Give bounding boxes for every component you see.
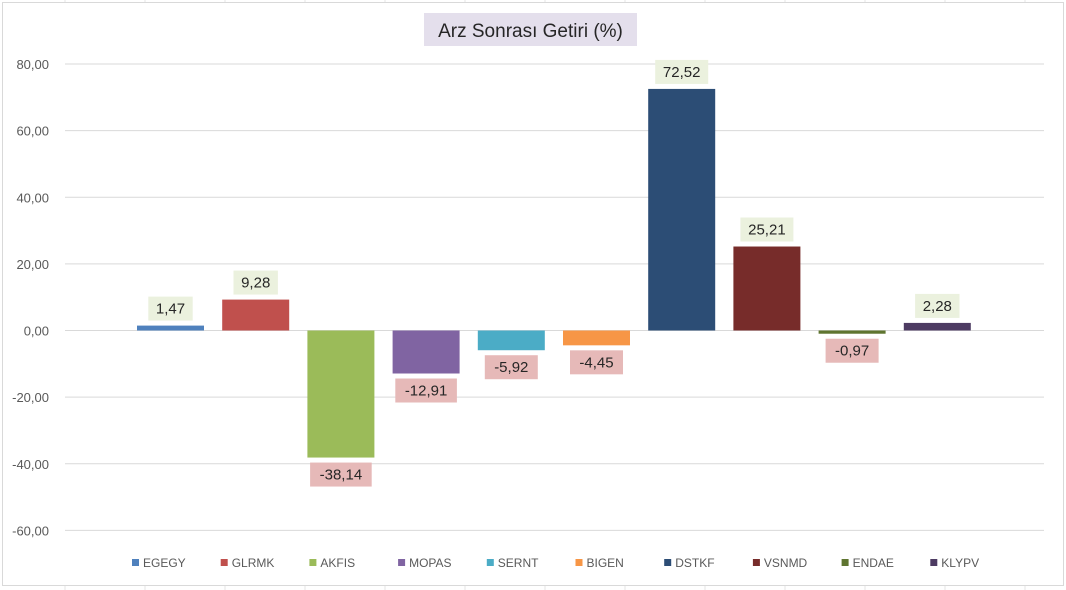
legend-label: BIGEN — [587, 556, 624, 570]
data-label-text: -5,92 — [494, 359, 528, 376]
bar-dstkf[interactable] — [648, 88, 716, 331]
data-label-klypv: 2,28 — [915, 293, 960, 318]
data-label-dstkf: 72,52 — [655, 59, 709, 84]
bar-endae[interactable] — [818, 330, 886, 334]
data-label-text: 9,28 — [241, 275, 270, 292]
data-label-background — [233, 270, 278, 295]
y-tick-label: 80,00 — [16, 57, 49, 72]
data-label-text: -38,14 — [320, 467, 363, 484]
legend-swatch — [486, 559, 494, 566]
data-label-background — [570, 350, 623, 375]
gridlines — [65, 63, 1044, 531]
bar-sernt[interactable] — [477, 330, 545, 351]
data-label-text: 72,52 — [663, 64, 701, 81]
legend-swatch — [841, 559, 849, 566]
legend-label: GLRMK — [232, 556, 275, 570]
legend-swatch — [309, 559, 317, 566]
data-labels: 1,47 9,28 -38,14 -12,91 -5,92 -4,45 72,52 25,21… — [148, 59, 960, 487]
bar-egegy[interactable] — [137, 325, 204, 331]
legend-swatch — [752, 559, 760, 566]
data-label-text: -12,91 — [405, 383, 448, 400]
bar-glrmk[interactable] — [222, 299, 290, 331]
y-tick-label: 20,00 — [16, 257, 49, 272]
data-label-mopas: -12,91 — [395, 378, 457, 403]
legend-item-vsnmd: VSNMD — [752, 556, 808, 570]
data-label-text: 2,28 — [923, 298, 952, 315]
chart-title-background — [424, 13, 637, 46]
legend-item-glrmk: GLRMK — [220, 556, 275, 570]
legend-label: VSNMD — [764, 556, 808, 570]
legend-item-mopas: MOPAS — [398, 556, 452, 570]
y-tick-label: 0,00 — [24, 324, 49, 339]
data-label-background — [740, 217, 794, 242]
legend-swatch — [664, 559, 672, 566]
bar-bigen[interactable] — [563, 330, 630, 346]
legend-label: DSTKF — [675, 556, 714, 570]
y-tick-label: -20,00 — [12, 390, 49, 405]
data-label-background — [484, 355, 538, 380]
legend-label: AKFIS — [320, 556, 355, 570]
legend-swatch — [575, 559, 583, 566]
chart-title: Arz Sonrası Getiri (%) — [438, 21, 623, 42]
bar-mopas[interactable] — [392, 330, 460, 374]
legend-swatch — [398, 559, 406, 566]
y-tick-label: 40,00 — [16, 190, 49, 205]
legend-label: MOPAS — [409, 556, 451, 570]
legend-swatch — [132, 559, 139, 566]
data-label-bigen: -4,45 — [570, 350, 623, 375]
data-label-egegy: 1,47 — [148, 296, 193, 321]
data-label-background — [310, 462, 372, 487]
bar-klypv[interactable] — [903, 322, 971, 331]
data-label-background — [825, 338, 879, 363]
data-label-text: 25,21 — [748, 222, 786, 239]
data-label-text: -4,45 — [579, 354, 613, 371]
data-label-text: 1,47 — [156, 301, 185, 318]
legend-label: ENDAE — [853, 556, 894, 570]
data-label-akfis: -38,14 — [310, 462, 372, 487]
y-axis: 80,00 60,00 40,00 20,00 0,00 -20,00 -40,00 -60,… — [12, 57, 49, 538]
data-label-background — [915, 293, 960, 318]
legend-swatch — [220, 559, 228, 566]
legend-label: SERNT — [498, 556, 539, 570]
legend-label: EGEGY — [143, 556, 186, 570]
data-label-background — [395, 378, 457, 403]
legend-label: KLYPV — [941, 556, 979, 570]
legend-item-endae: ENDAE — [841, 556, 894, 570]
bar-vsnmd[interactable] — [733, 246, 801, 331]
legend-item-bigen: BIGEN — [575, 556, 624, 570]
legend-swatch — [930, 559, 938, 566]
legend-item-dstkf: DSTKF — [664, 556, 715, 570]
bar-akfis[interactable] — [307, 330, 375, 458]
y-tick-label: -60,00 — [12, 523, 49, 538]
data-label-glrmk: 9,28 — [233, 270, 278, 295]
data-label-sernt: -5,92 — [484, 355, 538, 380]
legend-item-akfis: AKFIS — [309, 556, 355, 570]
legend-item-klypv: KLYPV — [930, 556, 979, 570]
chart-title-group: Arz Sonrası Getiri (%) — [424, 13, 637, 46]
data-label-background — [148, 296, 193, 321]
data-label-endae: -0,97 — [825, 338, 879, 363]
legend-item-egegy: EGEGY — [132, 556, 186, 570]
y-tick-label: 60,00 — [16, 124, 49, 139]
y-tick-label: -40,00 — [12, 457, 49, 472]
legend: EGEGY GLRMK AKFIS MOPAS SERNT BIGEN DSTKF VSNMD… — [132, 556, 979, 570]
data-label-vsnmd: 25,21 — [740, 217, 794, 242]
bars — [137, 88, 971, 458]
data-label-background — [655, 59, 709, 84]
legend-item-sernt: SERNT — [486, 556, 539, 570]
data-label-text: -0,97 — [835, 343, 869, 360]
